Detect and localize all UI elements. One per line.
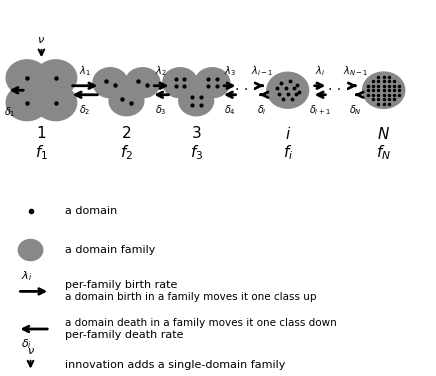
Circle shape xyxy=(267,72,309,108)
Text: $i$: $i$ xyxy=(285,126,291,142)
Circle shape xyxy=(109,86,144,116)
Text: $\lambda_{N-1}$: $\lambda_{N-1}$ xyxy=(343,64,368,78)
Text: 1: 1 xyxy=(37,126,46,141)
Text: a domain family: a domain family xyxy=(65,245,156,255)
Text: per-family birth rate: per-family birth rate xyxy=(65,280,178,290)
Text: $\lambda_1$: $\lambda_1$ xyxy=(79,64,91,78)
Circle shape xyxy=(6,60,48,96)
Text: $\delta_{i+1}$: $\delta_{i+1}$ xyxy=(309,103,331,117)
Circle shape xyxy=(125,68,160,98)
Text: a domain death in a family moves it one class down: a domain death in a family moves it one … xyxy=(65,318,337,328)
Circle shape xyxy=(195,68,230,98)
Circle shape xyxy=(6,85,48,121)
Text: $\lambda_{i-1}$: $\lambda_{i-1}$ xyxy=(251,64,272,78)
Circle shape xyxy=(18,240,43,261)
Text: $\delta_3$: $\delta_3$ xyxy=(156,103,167,117)
Text: $\lambda_i$: $\lambda_i$ xyxy=(20,269,32,283)
Circle shape xyxy=(363,72,405,108)
Text: · · ·: · · · xyxy=(235,83,257,97)
Text: $f_2$: $f_2$ xyxy=(120,143,133,162)
Text: $\delta_1$: $\delta_1$ xyxy=(4,105,15,119)
Text: $\delta_i$: $\delta_i$ xyxy=(257,103,266,117)
Text: $f_i$: $f_i$ xyxy=(283,143,293,162)
Text: $N$: $N$ xyxy=(377,126,390,142)
Text: $\nu$: $\nu$ xyxy=(37,35,45,45)
Text: $\nu$: $\nu$ xyxy=(27,346,34,356)
Text: $\delta_2$: $\delta_2$ xyxy=(79,103,91,117)
Text: $\delta_N$: $\delta_N$ xyxy=(349,103,362,117)
Text: $f_N$: $f_N$ xyxy=(376,143,391,162)
Text: a domain birth in a family moves it one class up: a domain birth in a family moves it one … xyxy=(65,293,317,302)
Text: $\delta_i$: $\delta_i$ xyxy=(20,337,32,351)
Text: $f_1$: $f_1$ xyxy=(35,143,48,162)
Text: $\lambda_i$: $\lambda_i$ xyxy=(315,64,325,78)
Text: 3: 3 xyxy=(191,126,201,141)
Circle shape xyxy=(35,60,77,96)
Text: innovation adds a single-domain family: innovation adds a single-domain family xyxy=(65,360,286,370)
Text: $f_3$: $f_3$ xyxy=(190,143,203,162)
Circle shape xyxy=(93,68,128,98)
Text: $\lambda_3$: $\lambda_3$ xyxy=(224,64,236,78)
Text: per-family death rate: per-family death rate xyxy=(65,330,184,340)
Circle shape xyxy=(35,85,77,121)
Circle shape xyxy=(179,86,214,116)
Text: 2: 2 xyxy=(122,126,131,141)
Text: a domain: a domain xyxy=(65,206,118,215)
Text: · · ·: · · · xyxy=(328,83,350,97)
Text: $\lambda_2$: $\lambda_2$ xyxy=(156,64,167,78)
Text: $\delta_4$: $\delta_4$ xyxy=(224,103,236,117)
Circle shape xyxy=(163,68,198,98)
